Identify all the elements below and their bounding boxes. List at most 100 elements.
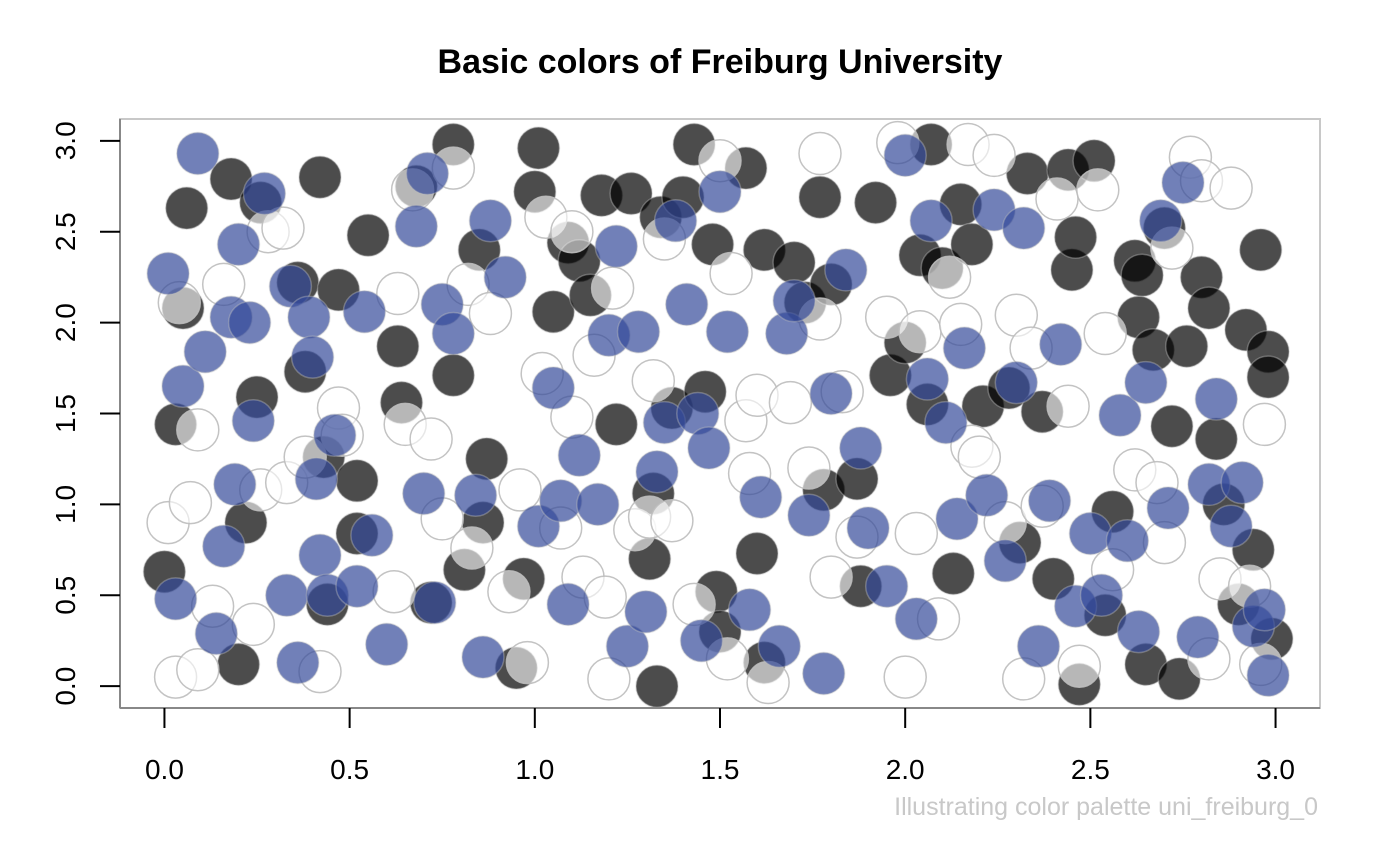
data-point-s1-80 <box>1076 168 1120 212</box>
data-point-s2-91 <box>1146 486 1190 530</box>
data-point-s1-39 <box>590 266 635 310</box>
data-point-s1-37 <box>583 575 627 619</box>
data-point-s2-4 <box>183 329 227 374</box>
data-point-s1-25 <box>450 526 494 570</box>
data-point-s2-17 <box>290 335 335 379</box>
data-point-s0-90 <box>1150 404 1194 448</box>
data-point-s1-3 <box>168 480 213 525</box>
y-tick-label: 2.0 <box>50 303 81 342</box>
y-tick-label: 0.5 <box>50 576 81 615</box>
data-point-s2-24 <box>350 513 394 558</box>
data-point-s2-35 <box>483 255 527 299</box>
data-point-s2-99 <box>1242 588 1287 632</box>
data-point-s1-28 <box>498 468 542 512</box>
data-point-s1-66 <box>927 255 972 299</box>
data-point-s2-96 <box>1209 504 1253 548</box>
data-point-s0-95 <box>1194 417 1239 461</box>
data-point-s1-91 <box>1209 166 1253 210</box>
data-point-s1-4 <box>176 408 220 452</box>
data-point-s0-23 <box>431 353 476 398</box>
data-point-s2-8 <box>213 462 257 507</box>
data-point-s0-92 <box>1164 324 1209 368</box>
data-point-s2-19 <box>298 533 342 578</box>
data-point-s1-45 <box>672 582 716 627</box>
x-tick-label: 1.0 <box>515 754 554 785</box>
data-point-s2-67 <box>864 564 909 608</box>
data-point-s2-43 <box>594 224 639 269</box>
data-point-s0-18 <box>376 324 420 368</box>
data-point-s2-26 <box>394 204 439 249</box>
data-point-s0-70 <box>950 222 994 267</box>
data-point-s0-56 <box>798 175 842 219</box>
data-point-s2-62 <box>801 651 846 696</box>
data-point-s2-57 <box>738 475 783 519</box>
data-point-s0-100 <box>1238 228 1283 272</box>
data-point-s2-2 <box>161 364 205 408</box>
data-point-s1-54 <box>787 446 831 490</box>
data-point-s2-9 <box>216 222 261 267</box>
data-point-s2-3 <box>176 131 220 176</box>
data-point-s2-58 <box>757 624 802 668</box>
data-point-s0-61 <box>853 180 898 225</box>
data-point-s1-71 <box>972 133 1016 178</box>
data-point-s0-94 <box>1187 286 1231 330</box>
data-point-s1-38 <box>587 657 631 701</box>
data-point-s2-21 <box>313 413 357 458</box>
data-point-s2-52 <box>679 618 724 663</box>
data-point-s1-42 <box>631 359 676 403</box>
data-point-s2-49 <box>653 199 698 243</box>
data-point-s1-64 <box>898 309 942 354</box>
data-point-s2-44 <box>605 624 650 668</box>
data-point-s1-5 <box>176 648 220 692</box>
y-tick-label: 3.0 <box>50 121 81 160</box>
x-tick-label: 0.0 <box>145 754 184 785</box>
data-point-s2-88 <box>1116 609 1161 654</box>
data-point-s2-31 <box>431 311 476 356</box>
chart-caption: Illustrating color palette uni_freiburg_… <box>894 793 1318 821</box>
data-point-s2-25 <box>364 622 409 667</box>
data-point-s2-6 <box>201 524 246 568</box>
data-point-s1-77 <box>1035 177 1079 221</box>
data-point-s1-48 <box>709 251 753 296</box>
data-point-s0-103 <box>1246 355 1290 399</box>
data-point-s2-39 <box>546 582 590 627</box>
data-point-s0-17 <box>346 213 390 258</box>
data-point-s0-38 <box>609 171 653 216</box>
data-point-s2-65 <box>838 426 883 470</box>
data-point-s1-70 <box>957 435 1002 479</box>
points-layer <box>142 120 1294 708</box>
x-tick-label: 3.0 <box>1256 754 1295 785</box>
x-tick-label: 2.0 <box>886 754 925 785</box>
data-point-s1-44 <box>650 499 694 543</box>
data-point-s2-34 <box>468 199 513 243</box>
data-point-s2-1 <box>153 577 198 621</box>
data-point-s0-54 <box>772 240 816 285</box>
data-point-s0-16 <box>335 459 379 503</box>
data-point-s2-64 <box>824 248 868 292</box>
x-tick-label: 0.5 <box>330 754 369 785</box>
data-point-s2-68 <box>883 133 927 178</box>
y-tick-label: 2.5 <box>50 212 81 251</box>
data-point-s2-22 <box>335 564 379 608</box>
data-point-s1-27 <box>487 569 531 614</box>
data-point-s2-60 <box>772 279 816 323</box>
data-point-s2-90 <box>1138 199 1183 243</box>
x-tick-label: 1.5 <box>701 754 740 785</box>
data-point-s2-10 <box>227 300 272 345</box>
data-point-s2-92 <box>1161 160 1205 205</box>
data-point-s1-56 <box>798 131 842 176</box>
data-point-s2-11 <box>231 399 276 443</box>
data-point-s1-26 <box>468 291 513 336</box>
data-point-s1-63 <box>894 511 939 556</box>
y-axis: 0.0 0.5 1.0 1.5 2.0 2.5 3.0 <box>50 121 120 706</box>
data-point-s2-33 <box>461 635 505 679</box>
data-point-s2-89 <box>1124 360 1168 405</box>
data-point-s2-53 <box>687 426 731 470</box>
data-point-s1-34 <box>550 209 594 254</box>
data-point-s2-87 <box>1105 519 1150 563</box>
data-point-s2-13 <box>264 573 309 618</box>
data-point-s2-12 <box>242 171 287 216</box>
data-point-s0-32 <box>531 289 576 334</box>
data-point-s1-53 <box>768 380 813 425</box>
data-point-s1-11 <box>261 206 305 250</box>
